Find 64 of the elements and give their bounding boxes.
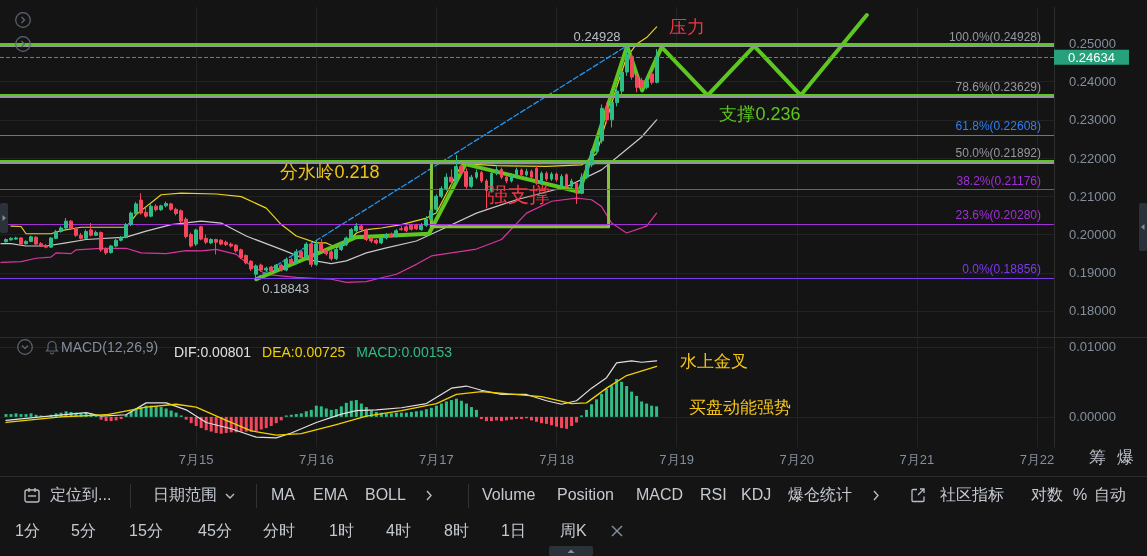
ref-line-label: 100.0%(0.24928) [948,30,1041,45]
text: DEA:0.00725 [262,344,346,360]
y-tick-label: 0.19000 [1069,265,1116,281]
y-tick-label: 0.22000 [1069,150,1116,166]
text: 自动 [1094,485,1126,505]
text: 爆 [1116,448,1134,468]
ref-line-label: 50.0%(0.21892) [955,146,1041,161]
text: 8时 [444,521,469,541]
text: 周K [560,521,587,541]
x-tick-label: 7月20 [779,452,815,467]
text: 定位到... [50,485,112,505]
text: 对数 [1031,485,1063,505]
text: 45分 [198,521,232,541]
ref-line-label: 78.6%(0.23629) [955,79,1041,94]
chart-title: MACD(12,26,9) [61,339,159,355]
ref-line-label: 0.0%(0.18856) [962,262,1041,277]
text: BOLL [365,485,406,505]
x-tick-label: 7月22 [1019,452,1055,467]
text: Position [557,485,614,505]
text: 爆仓统计 [788,485,852,505]
text: MACD [636,485,684,505]
y-tick-label: 0.24000 [1069,74,1116,90]
text: 15分 [129,521,163,541]
x-tick-label: 7月19 [659,452,694,467]
text: % [1073,485,1088,505]
text: 社区指标 [940,485,1004,505]
y-tick-label: 0.23000 [1069,112,1116,128]
text: MA [271,485,295,505]
y-tick-label: 0.00000 [1069,409,1116,425]
y-tick-label: 0.21000 [1069,188,1116,204]
x-tick-label: 7月16 [298,452,334,467]
text: 1时 [329,521,354,541]
x-tick-label: 7月17 [419,452,454,467]
y-tick-label: 0.01000 [1069,339,1116,355]
annotation: 0.24928 [573,29,621,45]
y-tick-label: 0.25000 [1069,35,1116,51]
annotation: 买盘动能强势 [689,398,791,418]
ref-line-label: 23.6%(0.20280) [955,207,1041,222]
ref-line-label: 61.8%(0.22608) [955,118,1041,133]
text: DIF:0.00801 [174,344,252,360]
text: MACD:0.00153 [356,344,453,360]
text: 日期范围 [153,485,217,505]
y-tick-label: 0.18000 [1069,303,1116,319]
text: 5分 [71,521,96,541]
x-tick-label: 7月15 [178,452,214,467]
text: 筹 [1088,448,1106,468]
annotation: 压力 [669,16,705,38]
y-tick-label: 0.20000 [1069,227,1116,243]
text: Volume [482,485,536,505]
x-tick-label: 7月21 [899,452,935,467]
text: 4时 [386,521,411,541]
annotation: 分水岭0.218 [280,161,380,183]
text: 1日 [501,521,526,541]
annotation: 支撑0.236 [719,103,801,125]
text: RSI [700,485,727,505]
text: 分时 [263,521,295,541]
text: 1分 [15,521,40,541]
x-tick-label: 7月18 [539,452,574,467]
annotation: 0.18843 [262,280,310,296]
ref-line-label: 0.24634 [1068,49,1115,65]
ref-line-label: 38.2%(0.21176) [956,173,1041,188]
text: KDJ [741,485,772,505]
text: EMA [313,485,348,505]
annotation: 水上金叉 [680,352,748,372]
